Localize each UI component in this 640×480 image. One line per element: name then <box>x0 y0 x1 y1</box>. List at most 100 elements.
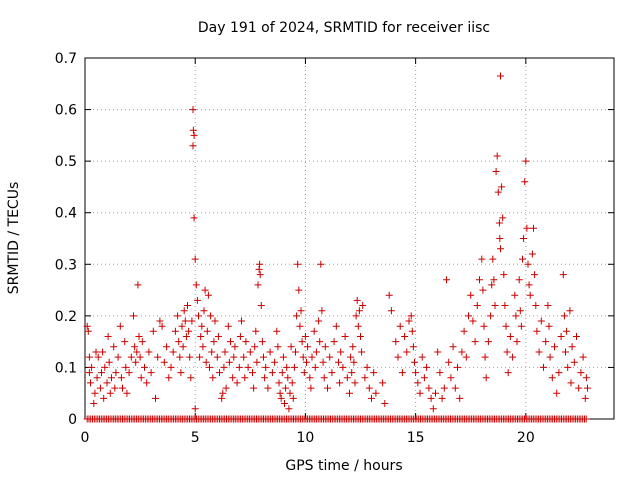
data-point <box>141 363 148 371</box>
data-point <box>189 126 197 134</box>
data-point <box>310 327 318 335</box>
data-point <box>503 348 511 356</box>
data-point <box>292 348 299 356</box>
axis-ticks: 0 0.1 0.2 0.3 0.4 0.5 0.6 0.7 0 5 10 15 20 <box>55 51 614 446</box>
data-point <box>91 389 99 397</box>
data-point <box>87 379 94 387</box>
data-point <box>104 333 112 340</box>
data-point <box>478 255 486 263</box>
data-point <box>119 384 126 392</box>
data-point <box>559 271 567 279</box>
data-point <box>347 353 355 361</box>
data-point <box>460 327 468 335</box>
data-point <box>523 224 531 232</box>
data-point <box>207 312 215 320</box>
data-point <box>295 286 303 294</box>
data-point <box>540 363 547 371</box>
data-point <box>407 312 415 320</box>
data-point <box>443 276 450 284</box>
data-point <box>233 379 241 387</box>
y-tick-label: 0.5 <box>55 154 77 170</box>
data-point <box>274 343 282 351</box>
data-point <box>479 286 487 294</box>
data-point <box>348 369 356 377</box>
data-point <box>192 281 200 289</box>
data-point <box>145 348 153 356</box>
y-axis-label: SRMTID / TECUs <box>6 182 22 295</box>
data-point <box>438 394 446 402</box>
data-point <box>502 322 510 330</box>
data-point <box>221 348 229 356</box>
data-point <box>290 363 298 371</box>
data-point <box>418 353 426 361</box>
data-point <box>210 338 218 346</box>
data-points <box>83 72 591 423</box>
data-point <box>246 348 254 356</box>
data-point <box>462 353 470 361</box>
data-point <box>359 302 367 309</box>
data-point <box>506 333 514 340</box>
data-point <box>494 188 502 196</box>
data-point <box>190 214 198 222</box>
y-tick-label: 0.3 <box>55 257 77 273</box>
data-point <box>447 374 455 382</box>
data-point <box>254 281 262 289</box>
data-point <box>125 369 133 377</box>
data-point <box>398 369 406 377</box>
data-point <box>515 276 523 284</box>
data-point <box>337 348 345 356</box>
data-point <box>213 353 221 361</box>
data-point <box>532 302 540 309</box>
data-point <box>341 333 349 340</box>
data-point <box>492 168 500 175</box>
data-point <box>411 358 418 366</box>
data-point <box>480 322 488 330</box>
data-point <box>103 379 111 387</box>
data-point <box>557 333 565 340</box>
data-point <box>188 317 196 325</box>
data-point <box>127 353 135 361</box>
data-point <box>306 374 314 382</box>
data-point <box>346 389 353 397</box>
data-point <box>488 281 496 289</box>
data-point <box>156 317 164 325</box>
data-point <box>434 348 442 356</box>
data-point <box>530 224 537 232</box>
data-point <box>372 389 380 397</box>
y-tick-label: 0 <box>68 412 77 428</box>
data-point <box>202 358 210 366</box>
data-point <box>198 322 206 330</box>
data-point <box>487 312 495 320</box>
data-point <box>152 394 159 402</box>
data-point <box>519 255 526 263</box>
data-point <box>96 384 104 392</box>
data-point <box>403 348 411 356</box>
data-point <box>196 353 204 361</box>
data-point <box>564 363 572 371</box>
data-point <box>509 353 517 361</box>
y-tick-label: 0.4 <box>55 206 77 222</box>
data-point <box>408 327 416 335</box>
data-point <box>123 389 131 397</box>
data-point <box>283 363 291 371</box>
data-point <box>335 358 342 366</box>
data-point <box>490 276 498 284</box>
data-point <box>575 384 583 392</box>
data-point <box>336 379 344 387</box>
data-point <box>261 374 269 382</box>
data-point <box>321 343 329 351</box>
data-point <box>131 343 139 351</box>
data-point <box>204 291 212 299</box>
data-point <box>533 327 541 335</box>
data-point <box>300 369 308 377</box>
data-point <box>175 338 183 346</box>
data-point <box>222 384 230 392</box>
data-point <box>352 312 360 320</box>
data-point <box>137 374 145 382</box>
data-point <box>99 348 107 356</box>
data-point <box>258 338 266 346</box>
data-point <box>357 333 364 340</box>
data-point <box>320 374 328 382</box>
data-point <box>296 322 304 330</box>
